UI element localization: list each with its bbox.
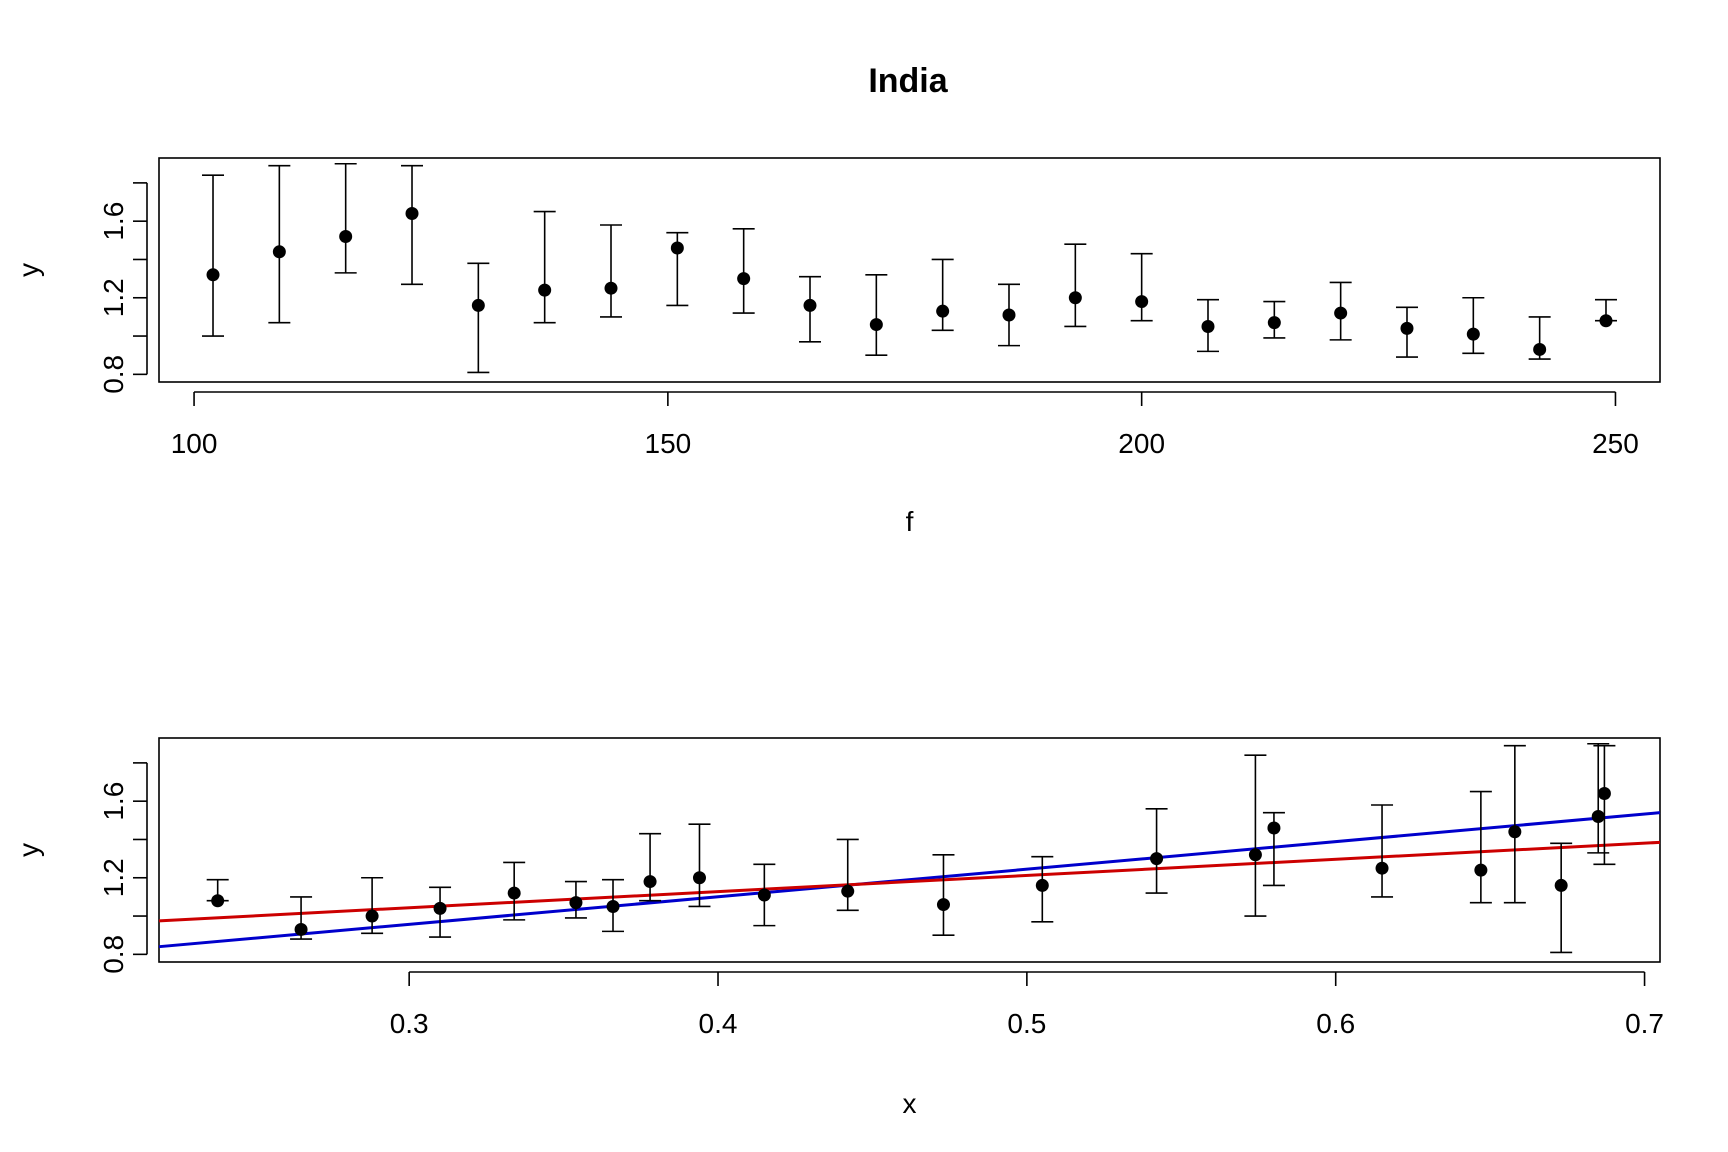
x-tick-label: 0.4 bbox=[699, 1008, 738, 1039]
data-point bbox=[692, 871, 706, 885]
data-point bbox=[1554, 878, 1568, 892]
data-point bbox=[841, 884, 855, 898]
plot-frame bbox=[158, 737, 1661, 963]
data-point bbox=[1466, 327, 1480, 341]
data-point bbox=[1597, 787, 1611, 801]
y-tick-label: 0.8 bbox=[98, 355, 129, 394]
data-point bbox=[507, 886, 521, 900]
y-tick-label: 1.2 bbox=[98, 858, 129, 897]
data-point bbox=[1334, 306, 1348, 320]
data-point bbox=[737, 272, 751, 286]
data-point bbox=[405, 207, 419, 221]
data-point bbox=[1248, 848, 1262, 862]
x-tick-label: 150 bbox=[645, 428, 692, 459]
data-point bbox=[1068, 291, 1082, 305]
data-point bbox=[339, 229, 353, 243]
data-point bbox=[1002, 308, 1016, 322]
fit-line bbox=[158, 811, 1661, 949]
y-tick-label: 1.2 bbox=[98, 278, 129, 317]
data-point bbox=[1267, 821, 1281, 835]
data-point bbox=[1591, 809, 1605, 823]
data-point bbox=[1150, 852, 1164, 866]
x-tick-label: 200 bbox=[1118, 428, 1165, 459]
y-axis-label: y bbox=[13, 843, 44, 857]
fit-line bbox=[158, 840, 1661, 923]
data-point bbox=[1599, 314, 1613, 328]
top-panel-plot: 100 150 200 250 0.8 1.2 1.6 f y bbox=[13, 157, 1661, 537]
data-point bbox=[1474, 863, 1488, 877]
y-axis-label: y bbox=[13, 263, 44, 277]
data-point bbox=[757, 888, 771, 902]
data-point bbox=[1135, 295, 1149, 309]
x-tick-label: 0.5 bbox=[1007, 1008, 1046, 1039]
data-point bbox=[294, 922, 308, 936]
plot-frame bbox=[158, 157, 1661, 383]
data-point bbox=[569, 896, 583, 910]
data-point bbox=[206, 268, 220, 282]
bottom-panel-plot: 0.3 0.4 0.5 0.6 0.7 0.8 1.2 1.6 x y bbox=[13, 737, 1664, 1119]
y-tick-label: 1.6 bbox=[98, 782, 129, 821]
data-point bbox=[1375, 861, 1389, 875]
y-tick-label: 0.8 bbox=[98, 935, 129, 974]
data-point bbox=[606, 899, 620, 913]
x-axis-label: f bbox=[906, 506, 914, 537]
data-point bbox=[1533, 342, 1547, 356]
y-tick-label: 1.6 bbox=[98, 202, 129, 241]
data-point bbox=[936, 304, 950, 318]
data-point bbox=[670, 241, 684, 255]
data-point bbox=[211, 894, 225, 908]
data-point bbox=[538, 283, 552, 297]
data-point bbox=[869, 318, 883, 332]
data-point bbox=[1508, 825, 1522, 839]
x-tick-label: 0.7 bbox=[1625, 1008, 1664, 1039]
data-point bbox=[803, 298, 817, 312]
data-point bbox=[1201, 319, 1215, 333]
data-point bbox=[643, 875, 657, 889]
x-tick-label: 0.3 bbox=[390, 1008, 429, 1039]
data-point bbox=[604, 281, 618, 295]
data-point bbox=[433, 901, 447, 915]
data-point bbox=[1267, 316, 1281, 330]
data-point bbox=[365, 909, 379, 923]
data-point bbox=[1400, 321, 1414, 335]
x-tick-label: 250 bbox=[1592, 428, 1639, 459]
x-axis-label: x bbox=[903, 1088, 917, 1119]
chart-title: India bbox=[868, 62, 948, 100]
x-tick-label: 0.6 bbox=[1316, 1008, 1355, 1039]
data-point bbox=[1035, 878, 1049, 892]
data-point bbox=[936, 898, 950, 912]
data-point bbox=[471, 298, 485, 312]
x-tick-label: 100 bbox=[171, 428, 218, 459]
data-point bbox=[272, 245, 286, 259]
